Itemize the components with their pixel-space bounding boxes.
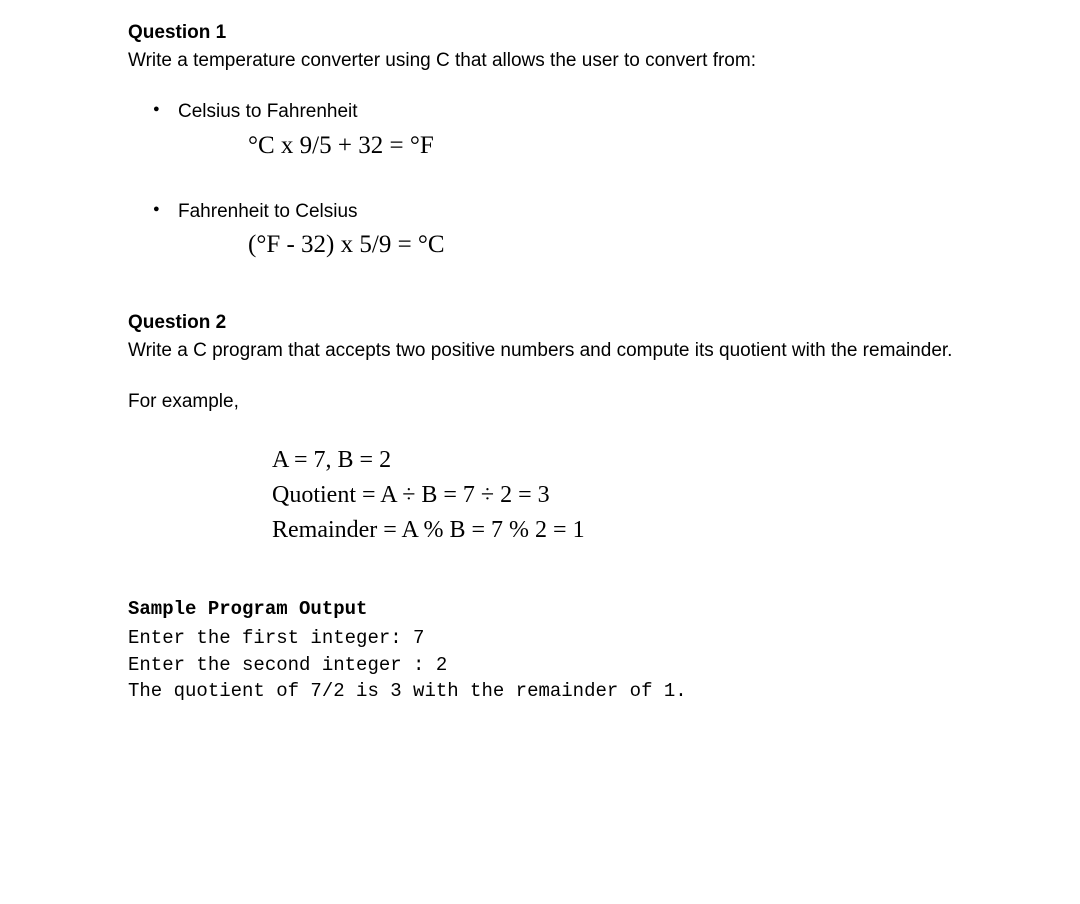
q2-heading: Question 2 (128, 310, 1030, 336)
q2-math-line-3: Remainder = A % B = 7 % 2 = 1 (272, 513, 1030, 548)
q1-bullet-1: Celsius to Fahrenheit °C x 9/5 + 32 = °F (178, 99, 1030, 162)
q2-text: Write a C program that accepts two posit… (128, 338, 1030, 364)
q1-formula-1: °C x 9/5 + 32 = °F (178, 129, 1030, 163)
q2-sample-heading: Sample Program Output (128, 597, 1030, 623)
q2-for-example: For example, (128, 389, 1030, 415)
question-2-block: Question 2 Write a C program that accept… (128, 310, 1030, 705)
q1-bullet-1-label: Celsius to Fahrenheit (178, 99, 1030, 125)
q1-bullet-2: Fahrenheit to Celsius (°F - 32) x 5/9 = … (178, 199, 1030, 262)
q2-math-line-2: Quotient = A ÷ B = 7 ÷ 2 = 3 (272, 478, 1030, 513)
q1-heading: Question 1 (128, 20, 1030, 46)
q2-math-line-1: A = 7, B = 2 (272, 443, 1030, 478)
q2-math-block: A = 7, B = 2 Quotient = A ÷ B = 7 ÷ 2 = … (128, 443, 1030, 547)
q1-text: Write a temperature converter using C th… (128, 48, 1030, 74)
q1-bullet-2-label: Fahrenheit to Celsius (178, 199, 1030, 225)
q1-bullet-list: Celsius to Fahrenheit °C x 9/5 + 32 = °F… (128, 99, 1030, 262)
question-1-block: Question 1 Write a temperature converter… (128, 20, 1030, 262)
q1-formula-2: (°F - 32) x 5/9 = °C (178, 228, 1030, 262)
q2-sample-output: Enter the first integer: 7 Enter the sec… (128, 625, 1030, 705)
